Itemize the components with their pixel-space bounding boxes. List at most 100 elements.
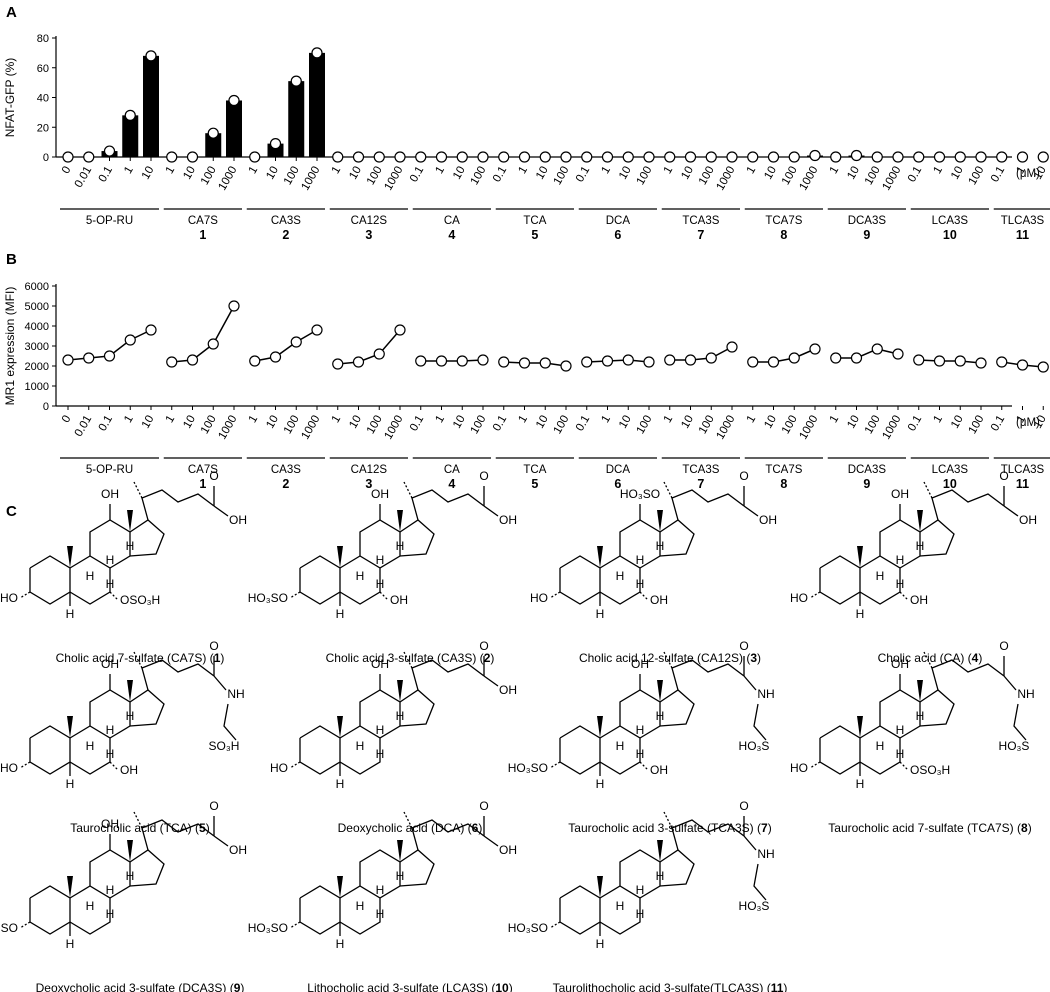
y-tick-label: 20 (37, 122, 49, 134)
x-tick-label: 1 (164, 414, 178, 426)
caption-paren: ) (757, 651, 761, 665)
structure-caption: Taurolithocholic acid 3-sulfate(TLCA3S) … (553, 981, 788, 992)
atom-label: H (376, 907, 385, 921)
methyl-wedge (597, 876, 603, 898)
compound-number: 8 (1021, 821, 1028, 835)
bond (899, 761, 909, 771)
data-point (809, 149, 821, 162)
ring-bond (29, 555, 71, 605)
data-point (850, 352, 863, 364)
data-point (145, 324, 157, 336)
atom-label: O (479, 469, 488, 483)
methyl-hash (133, 651, 143, 669)
x-tick-label: 0.01 (73, 165, 95, 190)
x-tick-label: 0.1 (97, 165, 115, 185)
data-point (726, 151, 738, 163)
side-chain-bond (671, 489, 745, 521)
x-tick-label: 1 (434, 165, 448, 177)
data-point (622, 354, 634, 366)
x-tick-label: 1 (828, 414, 842, 426)
atom-label: H (396, 869, 405, 883)
data-point (747, 151, 759, 163)
atom-label: HO (790, 591, 808, 605)
methyl-wedge (857, 716, 863, 738)
x-tick-label: 1 (932, 165, 946, 177)
structure-name: Lithocholic acid 3-sulfate (LCA3S) (307, 981, 488, 992)
x-tick-label: 1000 (714, 414, 737, 442)
data-point (498, 356, 510, 368)
atom-label: O (479, 639, 488, 653)
panel-letter: C (6, 503, 17, 520)
atom-label: O (209, 799, 218, 813)
y-axis-label: MR1 expression (MFI) (3, 287, 17, 406)
group-label: CA7S (188, 464, 218, 476)
panel-letter: B (6, 251, 17, 268)
atom-label: OH (101, 487, 119, 501)
atom-label: OH (650, 763, 668, 777)
structure-name: Cholic acid 3-sulfate (CA3S) (326, 651, 477, 665)
atom-label: H (596, 777, 605, 791)
atom-label: HO (0, 761, 18, 775)
caption-paren: ) (978, 651, 982, 665)
y-tick-label: 1000 (25, 381, 49, 393)
compound-number: 7 (761, 821, 768, 835)
data-point (394, 324, 406, 336)
compound-number: 10 (943, 228, 957, 242)
atom-label: H (106, 883, 115, 897)
side-chain-bond (141, 659, 215, 691)
atom-label: NH (227, 687, 244, 701)
atom-label: H (396, 539, 405, 553)
compound-number: 10 (943, 477, 957, 491)
data-point (62, 354, 74, 366)
x-tick-label: 1000 (299, 414, 322, 442)
data-point (539, 151, 551, 163)
methyl-wedge (597, 546, 603, 568)
atom-label: OH (631, 657, 649, 671)
atom-label: H (126, 869, 135, 883)
group-label: DCA3S (848, 215, 887, 227)
methyl-wedge (67, 546, 73, 568)
compound-number: 6 (614, 228, 621, 242)
atom-label: HO₃SO (248, 921, 288, 935)
atom-label: HO₃S (739, 739, 770, 753)
data-point (788, 352, 800, 364)
data-point (664, 354, 676, 366)
methyl-wedge (127, 510, 133, 532)
data-point (581, 356, 593, 368)
atom-label: H (876, 739, 885, 753)
compound-number: 1 (199, 477, 206, 491)
atom-label: H (656, 709, 665, 723)
data-point (996, 356, 1008, 368)
ring-bond (299, 555, 341, 605)
structure-name: Taurocholic acid 7-sulfate (TCA7S) (828, 821, 1013, 835)
atom-label: OH (229, 513, 247, 527)
x-tick-label: 10 (1032, 165, 1049, 182)
methyl-hash (923, 481, 933, 499)
atom-label: O (739, 639, 748, 653)
ring-bond (599, 725, 641, 775)
atom-label: OH (759, 513, 777, 527)
atom-label: H (376, 723, 385, 737)
methyl-wedge (337, 716, 343, 738)
atom-label: HO (790, 761, 808, 775)
atom-label: H (896, 553, 905, 567)
atom-label: H (656, 869, 665, 883)
x-tick-label: 10 (679, 165, 696, 182)
x-tick-label: 100 (967, 165, 987, 188)
compound-number: 4 (448, 228, 455, 242)
x-tick-label: 100 (967, 414, 987, 437)
y-tick-label: 60 (37, 63, 49, 75)
compound-number: 11 (1016, 228, 1029, 242)
atom-label: HO₃SO (620, 487, 660, 501)
atom-label: HO₃SO (508, 761, 548, 775)
ring-bond (69, 725, 111, 775)
bond (483, 675, 499, 687)
atom-label: H (876, 569, 885, 583)
x-tick-label: 10 (617, 414, 634, 431)
methyl-wedge (67, 716, 73, 738)
methyl-wedge (857, 546, 863, 568)
group-label: TCA7S (765, 215, 802, 227)
